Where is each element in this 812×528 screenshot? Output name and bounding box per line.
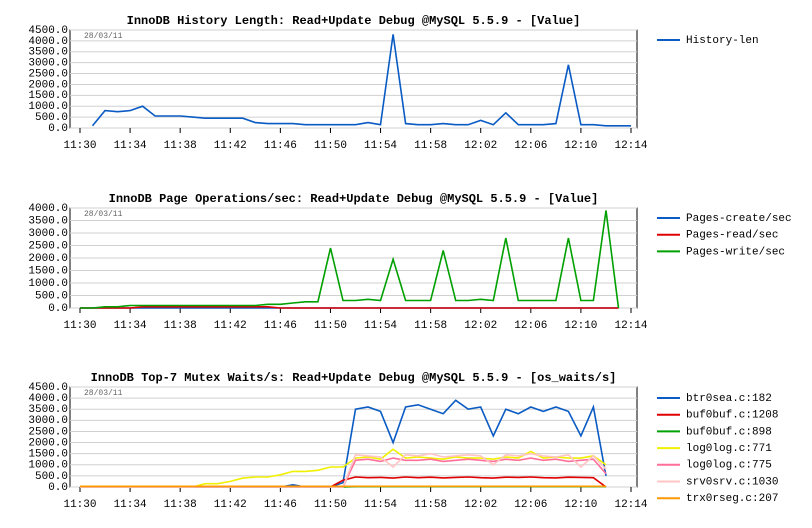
chart-title: InnoDB Top-7 Mutex Waits/s: Read+Update … xyxy=(91,371,617,385)
y-tick-label: 3500.0 xyxy=(28,215,68,227)
x-tick-label: 11:54 xyxy=(364,140,397,152)
y-tick-label: 3500.0 xyxy=(28,404,68,416)
y-tick-label: 4000.0 xyxy=(28,36,68,48)
x-tick-label: 12:14 xyxy=(614,499,647,511)
y-tick-label: 500.0 xyxy=(35,471,68,483)
legend-label: srv0srv.c:1030 xyxy=(686,476,778,488)
legend-label: trx0rseg.c:207 xyxy=(686,493,778,505)
x-tick-label: 11:54 xyxy=(364,499,397,511)
date-note: 28/03/11 xyxy=(84,32,123,41)
x-tick-label: 11:58 xyxy=(414,320,447,332)
y-tick-label: 4500.0 xyxy=(28,382,68,394)
date-note: 28/03/11 xyxy=(84,389,123,398)
y-tick-label: 1500.0 xyxy=(28,265,68,277)
y-tick-label: 4500.0 xyxy=(28,25,68,37)
x-tick-label: 11:50 xyxy=(314,320,347,332)
y-tick-label: 1000.0 xyxy=(28,278,68,290)
x-tick-label: 12:06 xyxy=(514,499,547,511)
legend-label: btr0sea.c:182 xyxy=(686,393,772,405)
chart-title: InnoDB Page Operations/sec: Read+Update … xyxy=(109,192,599,206)
plot-area xyxy=(69,386,638,488)
x-tick-label: 11:50 xyxy=(314,140,347,152)
y-tick-label: 2500.0 xyxy=(28,240,68,252)
plot-area xyxy=(69,29,638,129)
x-tick-label: 12:02 xyxy=(464,320,497,332)
x-tick-label: 11:38 xyxy=(164,499,197,511)
legend-label: log0log.c:775 xyxy=(686,460,772,472)
legend-label: Pages-read/sec xyxy=(686,230,778,242)
x-tick-label: 12:02 xyxy=(464,140,497,152)
y-tick-label: 2500.0 xyxy=(28,68,68,80)
legend-label: buf0buf.c:1208 xyxy=(686,410,778,422)
x-tick-label: 11:42 xyxy=(214,499,247,511)
date-note: 28/03/11 xyxy=(84,210,123,219)
y-tick-label: 4000.0 xyxy=(28,393,68,405)
y-tick-label: 1500.0 xyxy=(28,90,68,102)
y-tick-label: 3500.0 xyxy=(28,47,68,59)
y-tick-label: 0.0 xyxy=(48,303,68,315)
chart-title: InnoDB History Length: Read+Update Debug… xyxy=(127,14,581,28)
x-tick-label: 11:30 xyxy=(63,499,96,511)
y-tick-label: 3000.0 xyxy=(28,228,68,240)
y-tick-label: 0.0 xyxy=(48,482,68,494)
x-tick-label: 11:38 xyxy=(164,140,197,152)
x-tick-label: 11:30 xyxy=(63,140,96,152)
x-tick-label: 12:06 xyxy=(514,140,547,152)
legend-label: buf0buf.c:898 xyxy=(686,426,772,438)
series-line xyxy=(80,306,619,309)
x-tick-label: 11:46 xyxy=(264,320,297,332)
x-tick-label: 11:42 xyxy=(214,140,247,152)
x-tick-label: 11:34 xyxy=(114,140,147,152)
x-tick-label: 11:46 xyxy=(264,499,297,511)
legend-label: Pages-create/sec xyxy=(686,213,792,225)
x-tick-label: 12:06 xyxy=(514,320,547,332)
x-tick-label: 11:34 xyxy=(114,499,147,511)
x-tick-label: 11:42 xyxy=(214,320,247,332)
legend-label: Pages-write/sec xyxy=(686,246,785,258)
x-tick-label: 12:02 xyxy=(464,499,497,511)
x-tick-label: 12:10 xyxy=(564,140,597,152)
y-tick-label: 500.0 xyxy=(35,290,68,302)
y-tick-label: 3000.0 xyxy=(28,58,68,70)
y-tick-label: 1000.0 xyxy=(28,101,68,113)
x-tick-label: 11:58 xyxy=(414,499,447,511)
x-tick-label: 11:50 xyxy=(314,499,347,511)
y-tick-label: 3000.0 xyxy=(28,415,68,427)
series-line xyxy=(91,34,631,127)
y-tick-label: 2000.0 xyxy=(28,253,68,265)
legend-label: History-len xyxy=(686,35,759,47)
series-line xyxy=(80,210,620,309)
x-tick-label: 11:58 xyxy=(414,140,447,152)
y-tick-label: 0.0 xyxy=(48,123,68,135)
y-tick-label: 1000.0 xyxy=(28,460,68,472)
y-tick-label: 2000.0 xyxy=(28,437,68,449)
y-tick-label: 4000.0 xyxy=(28,203,68,215)
x-tick-label: 11:46 xyxy=(264,140,297,152)
y-tick-label: 1500.0 xyxy=(28,449,68,461)
x-tick-label: 11:34 xyxy=(114,320,147,332)
y-tick-label: 2500.0 xyxy=(28,426,68,438)
x-tick-label: 12:10 xyxy=(564,499,597,511)
x-tick-label: 12:10 xyxy=(564,320,597,332)
x-tick-label: 11:30 xyxy=(63,320,96,332)
legend-label: log0log.c:771 xyxy=(686,443,772,455)
y-tick-label: 500.0 xyxy=(35,112,68,124)
x-tick-label: 11:54 xyxy=(364,320,397,332)
y-tick-label: 2000.0 xyxy=(28,79,68,91)
x-tick-label: 12:14 xyxy=(614,140,647,152)
x-tick-label: 11:38 xyxy=(164,320,197,332)
x-tick-label: 12:14 xyxy=(614,320,647,332)
